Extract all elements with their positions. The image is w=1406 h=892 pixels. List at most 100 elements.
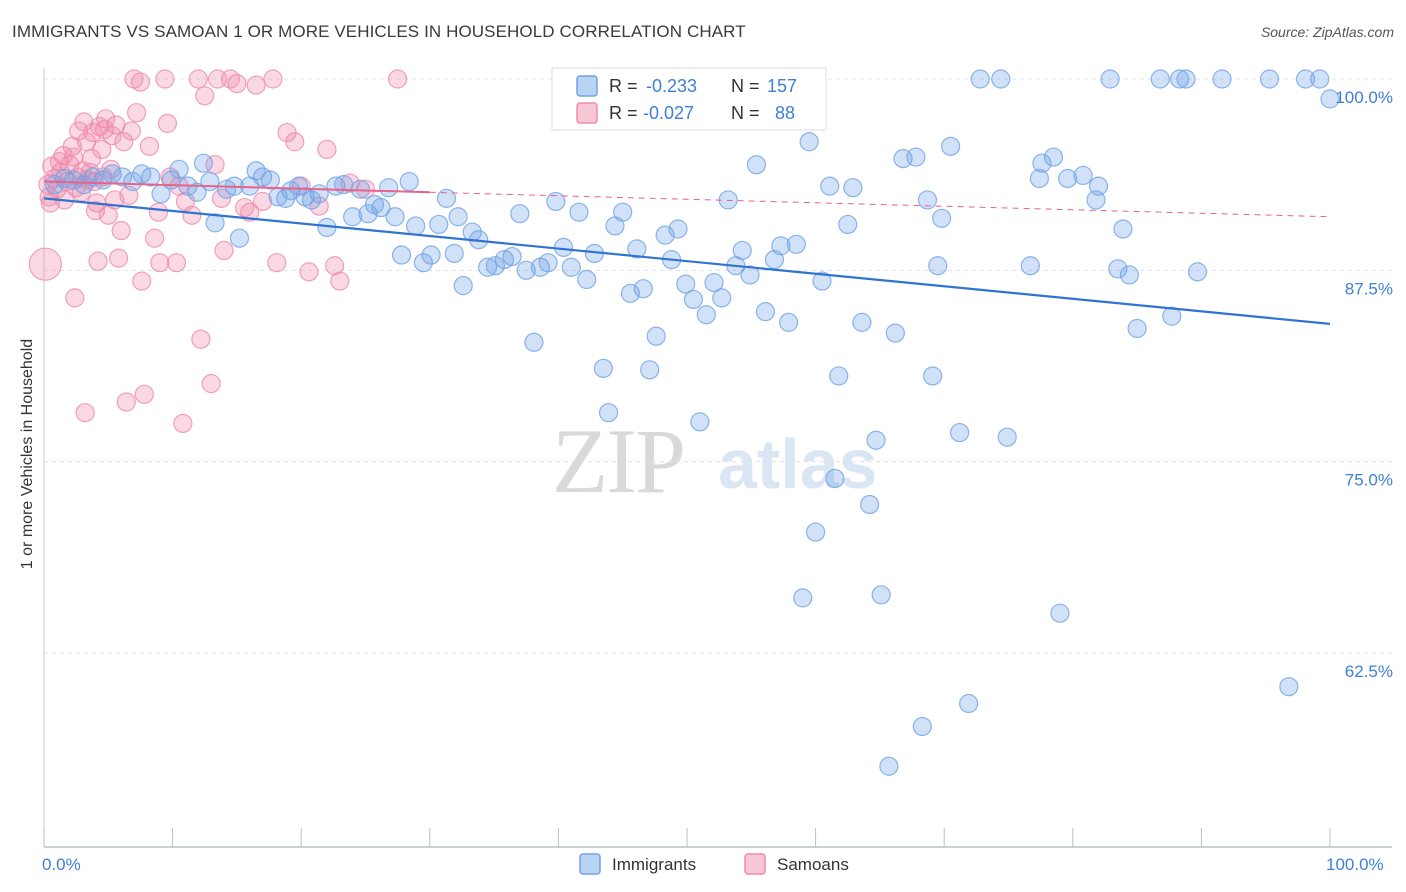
samoan-point	[102, 126, 122, 146]
immigrant-point	[516, 260, 536, 280]
samoan-point	[155, 69, 175, 89]
immigrant-point	[941, 136, 961, 156]
immigrant-point	[1113, 219, 1133, 239]
samoan-point	[285, 132, 305, 152]
legend-swatch-immigrants	[579, 853, 601, 875]
immigrant-point	[879, 756, 899, 776]
samoan-point	[126, 103, 147, 123]
immigrant-point	[448, 207, 468, 227]
immigrant-point	[193, 153, 214, 173]
immigrant-point	[63, 170, 84, 190]
stats-r-label-immigrants: R =	[609, 76, 638, 96]
immigrant-point	[646, 326, 666, 346]
immigrant-point	[997, 427, 1017, 447]
immigrant-point	[406, 216, 426, 236]
samoan-point	[325, 256, 345, 276]
samoan-point	[139, 136, 160, 156]
immigrant-point	[820, 176, 840, 196]
immigrant-point	[391, 245, 412, 265]
stats-legend-swatch-immigrants	[576, 75, 598, 97]
immigrant-point	[829, 366, 849, 386]
samoan-point	[173, 413, 193, 433]
immigrant-point	[1176, 69, 1196, 89]
immigrant-point	[1020, 256, 1040, 276]
immigrant-point	[1032, 153, 1052, 173]
stats-n-label-immigrants: N =	[731, 76, 760, 96]
stats-n-value-samoans: 88	[775, 103, 795, 123]
immigrant-point	[524, 332, 544, 352]
immigrant-point	[385, 207, 405, 227]
immigrant-point	[1169, 69, 1190, 89]
stats-r-label-samoans: R =	[609, 103, 638, 123]
immigrant-point	[1212, 69, 1232, 89]
stats-n-value-immigrants: 157	[767, 76, 797, 96]
immigrant-point	[620, 283, 641, 303]
immigrant-point	[1162, 306, 1182, 326]
immigrant-point	[593, 358, 614, 378]
immigrant-point	[843, 178, 863, 198]
immigrant-point	[683, 289, 704, 310]
immigrant-point	[229, 228, 250, 248]
immigrant-point	[755, 302, 776, 322]
samoan-point	[108, 248, 129, 268]
immigrant-point	[502, 246, 522, 267]
samoan-point	[69, 121, 89, 141]
immigrant-point	[1100, 69, 1120, 89]
immigrant-point	[1058, 168, 1078, 189]
immigrant-point	[1108, 259, 1128, 279]
immigrant-point	[510, 204, 530, 224]
immigrant-point	[546, 191, 566, 212]
immigrant-point	[379, 178, 399, 198]
samoan-point	[116, 392, 136, 412]
immigrant-point	[309, 184, 329, 204]
samoans-trend-line	[43, 180, 430, 194]
immigrant-point	[598, 403, 619, 423]
immigrant-point	[627, 239, 647, 259]
immigrant-point	[141, 167, 161, 187]
x-tick-label-left: 0.0%	[42, 855, 81, 874]
immigrant-point	[187, 182, 207, 202]
legend-label-samoans: Samoans	[777, 855, 849, 874]
immigrant-point	[866, 430, 886, 450]
immigrant-point	[453, 276, 473, 296]
samoan-point	[166, 253, 187, 273]
immigrant-point	[991, 69, 1011, 89]
immigrant-point	[917, 190, 938, 210]
x-tick-label-right: 100.0%	[1326, 855, 1384, 874]
samoan-point	[263, 69, 283, 89]
immigrant-point	[44, 175, 64, 195]
immigrant-point	[799, 132, 819, 152]
samoan-point	[157, 113, 178, 133]
immigrant-point	[1029, 168, 1049, 189]
immigrant-point	[1279, 677, 1299, 697]
samoan-point	[195, 86, 215, 106]
immigrant-point	[928, 256, 948, 276]
immigrants-trend-line	[43, 197, 1331, 326]
immigrant-point	[1119, 265, 1139, 285]
immigrant-point	[640, 360, 660, 380]
immigrant-point	[538, 253, 558, 273]
immigrant-point	[696, 305, 716, 325]
samoan-point	[96, 109, 116, 129]
immigrant-point	[885, 323, 905, 343]
samoan-point	[39, 187, 59, 207]
immigrant-point	[1295, 69, 1316, 89]
chart-title: IMMIGRANTS VS SAMOAN 1 OR MORE VEHICLES …	[12, 22, 746, 41]
samoan-point	[211, 188, 232, 208]
samoan-point	[388, 69, 408, 89]
immigrant-point	[205, 213, 225, 233]
immigrant-point	[740, 265, 760, 285]
stats-r-value-immigrants: -0.233	[646, 76, 697, 96]
immigrant-point	[838, 214, 858, 235]
immigrant-point	[871, 585, 891, 605]
immigrant-point	[429, 214, 449, 235]
immigrant-point	[690, 412, 710, 432]
samoan-point	[253, 191, 273, 212]
immigrant-point	[217, 179, 237, 199]
immigrant-point	[712, 288, 732, 308]
immigrant-point	[633, 279, 653, 299]
samoan-point	[267, 253, 287, 273]
samoan-point	[111, 220, 131, 241]
immigrant-point	[860, 494, 880, 515]
